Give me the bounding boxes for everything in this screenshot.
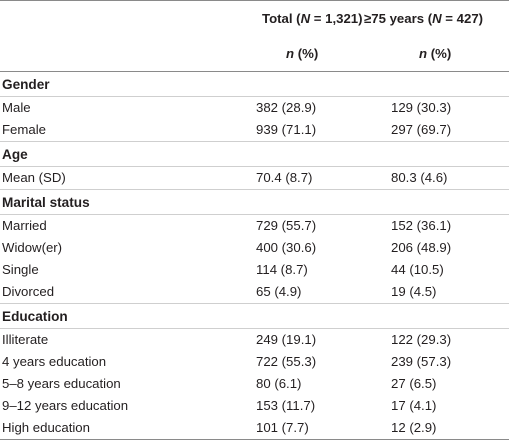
row-label: 9–12 years education [2, 398, 129, 414]
total-value: 153 (11.7) [256, 398, 316, 414]
table-row: Mean (SD) 70.4 (8.7) 80.3 (4.6) [0, 166, 509, 190]
subheader-total-n: n [286, 46, 295, 62]
header-older-n: N [432, 11, 442, 27]
row-label: 4 years education [2, 354, 107, 370]
older-value: 17 (4.1) [391, 398, 437, 414]
older-value: 44 (10.5) [391, 262, 444, 278]
total-value: 114 (8.7) [256, 262, 308, 278]
subheader-older-n: n [419, 46, 428, 62]
row-label: Male [0, 96, 196, 119]
total-value: 80 (6.1) [256, 376, 302, 392]
row-label: Married [0, 214, 196, 237]
table-row: 5–8 years education 80 (6.1) 27 (6.5) [0, 373, 509, 395]
total-value: 729 (55.7) [196, 214, 332, 237]
total-value: 249 (19.1) [196, 328, 332, 351]
subheader-total-pct: (%) [294, 46, 319, 62]
header-total-n: N [300, 11, 311, 27]
header-total-prefix: Total ( [262, 11, 301, 27]
row-label: Widow(er) [2, 240, 63, 256]
header-older: ≥75 years (N = 427) [332, 0, 509, 37]
table-row: High education 101 (7.7) 12 (2.9) [0, 417, 509, 440]
total-value: 400 (30.6) [256, 240, 317, 256]
older-value: 80.3 (4.6) [332, 166, 509, 190]
header-older-prefix: ≥75 years ( [364, 11, 433, 27]
subheader-row: n (%) n (%) [0, 37, 509, 72]
total-value: 382 (28.9) [196, 96, 332, 119]
older-value: 129 (30.3) [332, 96, 509, 119]
section-row: Marital status [0, 189, 509, 215]
section-title: Age [0, 141, 509, 167]
table-row: Widow(er) 400 (30.6) 206 (48.9) [0, 237, 509, 259]
total-value: 939 (71.1) [256, 122, 317, 138]
subheader-older: n (%) [332, 37, 509, 72]
subheader-label-cell [0, 37, 196, 72]
total-value: 65 (4.9) [256, 284, 302, 300]
section-title: Gender [0, 71, 509, 97]
row-label: Female [2, 122, 46, 138]
table-row: Illiterate 249 (19.1) 122 (29.3) [0, 328, 509, 351]
row-label: High education [0, 417, 196, 440]
header-total: Total (N = 1,321) [196, 0, 363, 37]
total-value: 70.4 (8.7) [196, 166, 332, 190]
total-value: 722 (55.3) [256, 354, 317, 370]
older-value: 239 (57.3) [391, 354, 452, 370]
older-value: 152 (36.1) [332, 214, 509, 237]
subheader-total: n (%) [196, 37, 332, 72]
older-value: 27 (6.5) [391, 376, 437, 392]
row-label: Mean (SD) [0, 166, 196, 190]
section-title: Marital status [0, 189, 509, 215]
section-title: Education [0, 303, 509, 329]
header-row: Total (N = 1,321) ≥75 years (N = 427) [0, 0, 509, 37]
total-value: 101 (7.7) [196, 417, 332, 440]
row-label: Divorced [2, 284, 55, 300]
older-value: 12 (2.9) [332, 417, 509, 440]
section-row: Age [0, 141, 509, 167]
subheader-older-pct: (%) [427, 46, 452, 62]
section-row: Education [0, 303, 509, 329]
row-label: Single [2, 262, 39, 278]
older-value: 122 (29.3) [332, 328, 509, 351]
row-label: 5–8 years education [2, 376, 121, 392]
older-value: 206 (48.9) [391, 240, 452, 256]
older-value: 19 (4.5) [391, 284, 437, 300]
table-row: 9–12 years education 153 (11.7) 17 (4.1) [0, 395, 509, 417]
table-row: Single 114 (8.7) 44 (10.5) [0, 259, 509, 281]
table-row: 4 years education 722 (55.3) 239 (57.3) [0, 351, 509, 373]
row-label: Illiterate [0, 328, 196, 351]
table-body: Gender Male 382 (28.9) 129 (30.3) Female 939 … [0, 71, 509, 440]
header-older-suffix: = 427) [441, 11, 484, 27]
table-row: Married 729 (55.7) 152 (36.1) [0, 214, 509, 237]
table-row: Male 382 (28.9) 129 (30.3) [0, 96, 509, 119]
section-row: Gender [0, 71, 509, 97]
older-value: 297 (69.7) [391, 122, 452, 138]
header-label-cell [0, 0, 196, 37]
table-row: Divorced 65 (4.9) 19 (4.5) [0, 281, 509, 304]
header-total-suffix: = 1,321) [310, 11, 363, 27]
table-row: Female 939 (71.1) 297 (69.7) [0, 119, 509, 142]
